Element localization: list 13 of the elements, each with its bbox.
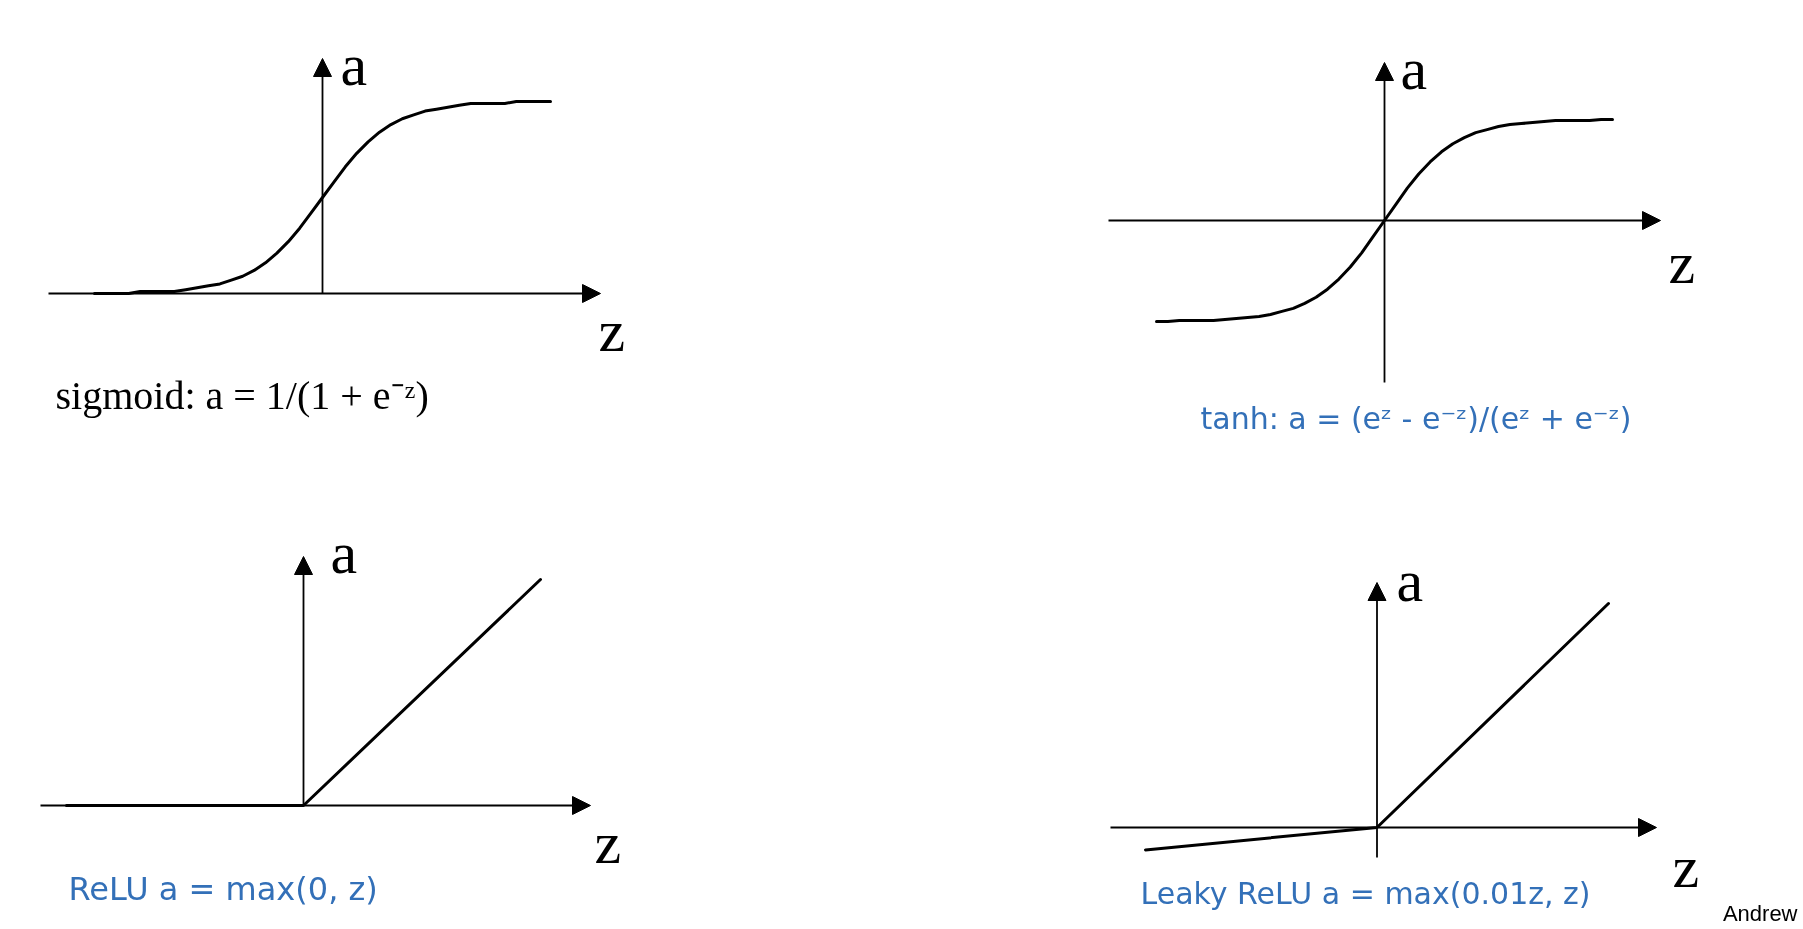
text: sigmoid: a = 1/(1 + e⁻ᶻ): [55, 373, 429, 418]
y-axis-title: a: [1396, 547, 1424, 614]
x-axis-title: z: [1672, 833, 1700, 900]
x-axis-title: z: [594, 809, 622, 876]
text: tanh: a = (eᶻ - e⁻ᶻ)/(eᶻ + e⁻ᶻ): [1200, 401, 1632, 436]
y-axis-title: a: [330, 519, 358, 586]
text: Leaky ReLU a = max(0.01z, z): [1140, 876, 1591, 911]
y-axis-title: a: [1400, 35, 1428, 102]
y-axis-title: a: [340, 31, 368, 98]
text: ReLU a = max(0, z): [68, 869, 378, 908]
x-axis-title: z: [1668, 229, 1696, 296]
text: Andrew: [1722, 900, 1798, 926]
x-axis-title: z: [598, 297, 626, 364]
